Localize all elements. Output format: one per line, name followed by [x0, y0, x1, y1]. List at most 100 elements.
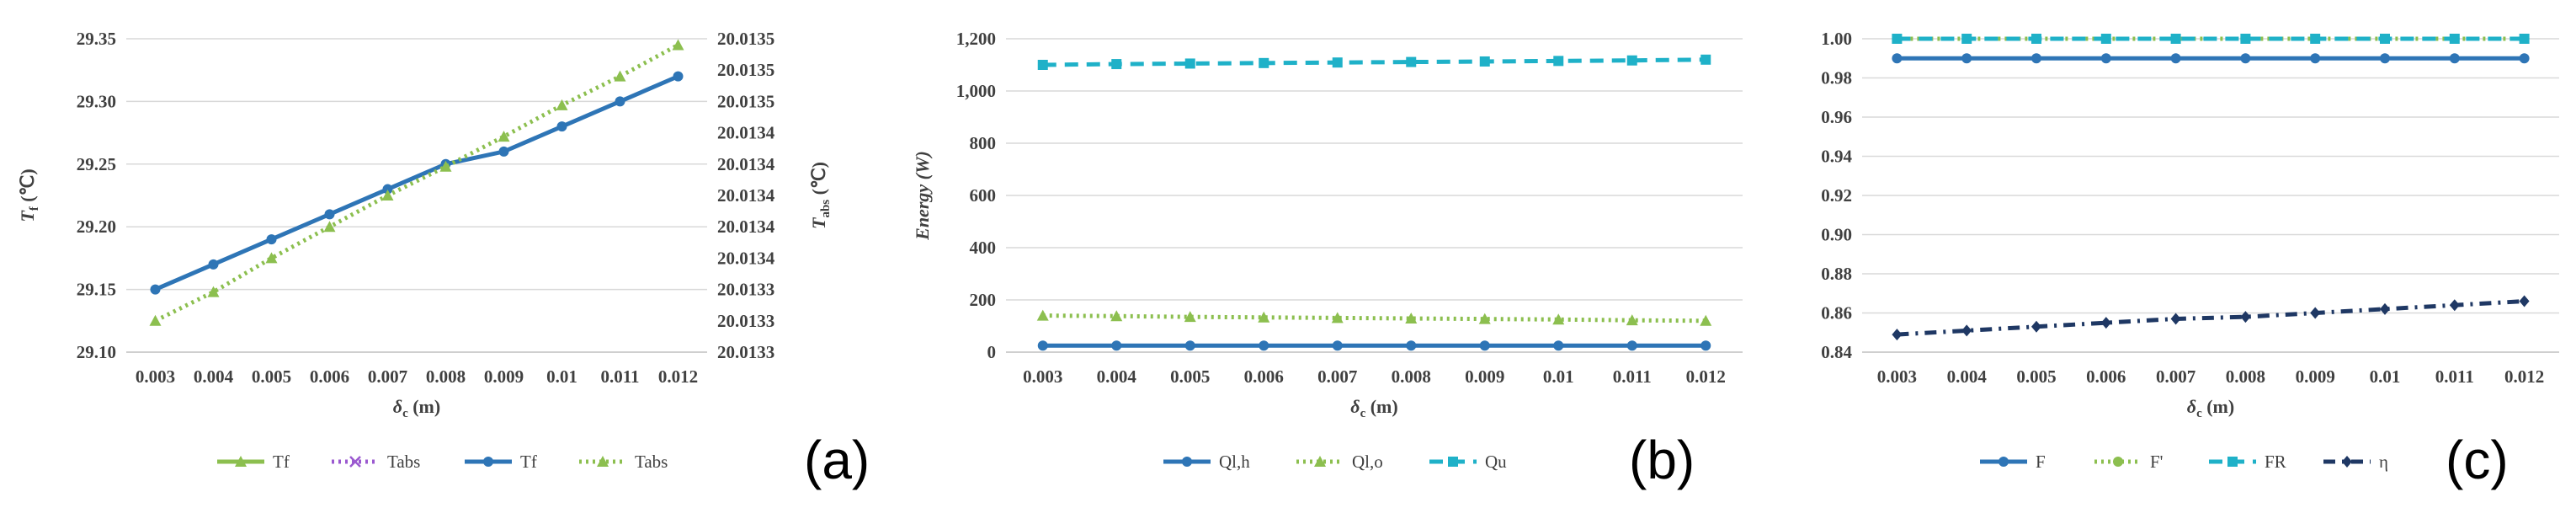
x-tick-label: 0.007	[1317, 366, 1357, 387]
legend-entry: Tabs	[332, 452, 420, 472]
y2-tick-label: 20.0135	[717, 29, 774, 49]
x-tick-label: 0.009	[1465, 366, 1504, 387]
data-point	[1184, 58, 1195, 69]
y-tick-label: 29.15	[77, 280, 116, 300]
panel-label-b: (b)	[1629, 430, 1695, 490]
legend-label: F	[2036, 452, 2046, 472]
legend-entry: FR	[2209, 452, 2286, 472]
data-point	[2170, 34, 2181, 44]
y-axis-title: Tf (℃)	[17, 168, 41, 222]
data-point	[2031, 34, 2041, 44]
data-point	[1036, 309, 1049, 321]
x-tick-label: 0.012	[1686, 366, 1726, 387]
data-point	[2170, 53, 2181, 64]
data-point	[498, 131, 510, 142]
data-point	[1110, 310, 1123, 322]
data-point	[208, 259, 219, 270]
legend-marker	[1448, 457, 1458, 467]
y-tick-label: 400	[970, 238, 997, 258]
legend-label: Tabs	[635, 452, 668, 472]
data-point	[556, 121, 567, 132]
x-tick-label: 0.011	[2435, 366, 2474, 387]
data-point	[265, 252, 278, 264]
x-tick-label: 0.005	[252, 366, 291, 387]
panel-label-a: (a)	[804, 430, 870, 490]
data-point	[2310, 34, 2321, 44]
data-point	[1037, 340, 1048, 351]
chart-panel-b: 0 200 400 600 800 1,000 1,200 0.003 0.004 0.005 0.…	[912, 29, 1743, 472]
legend-label: Ql,h	[1219, 452, 1250, 472]
data-point	[1626, 55, 1637, 66]
data-point	[2519, 53, 2530, 64]
data-point	[1405, 313, 1418, 324]
data-point	[2240, 53, 2251, 64]
series-η	[1892, 295, 2530, 341]
legend-marker	[1999, 457, 2009, 467]
data-point	[556, 99, 568, 110]
legend-entry: Ql,h	[1163, 452, 1250, 472]
data-point	[614, 70, 626, 82]
chart-panel-a: 29.10 29.15 29.20 29.25 29.30 29.35 20.0133 20.…	[17, 29, 833, 472]
y2-tick-label: 20.0133	[717, 280, 774, 300]
series-line	[1042, 313, 1706, 323]
data-point	[1331, 312, 1344, 323]
data-point	[1184, 340, 1195, 351]
data-point	[2100, 317, 2111, 329]
data-point	[2170, 313, 2181, 325]
x-tick-label: 0.009	[484, 366, 524, 387]
data-point	[1111, 59, 1122, 70]
y-tick-label: 29.35	[77, 29, 116, 49]
data-point	[382, 184, 393, 195]
x-tick-label: 0.012	[2504, 366, 2544, 387]
y-tick-label: 200	[970, 290, 997, 310]
legend-label: Ql,o	[1352, 452, 1383, 472]
x-tick-label: 0.008	[426, 366, 466, 387]
legend-marker	[2342, 456, 2352, 468]
y-tick-label: 0.86	[1821, 303, 1852, 323]
legend-entry: Qu	[1429, 452, 1507, 472]
data-point	[1332, 340, 1343, 351]
data-point	[2031, 53, 2041, 64]
series-F	[1892, 53, 2530, 64]
legend-marker	[349, 456, 361, 468]
legend-entry: Tabs	[579, 452, 668, 472]
data-point	[1700, 314, 1712, 326]
x-axis-title: δc (m)	[1350, 396, 1397, 420]
data-point	[2449, 53, 2460, 64]
data-point	[2240, 34, 2251, 44]
data-point	[1553, 56, 1564, 67]
y-tick-label: 0.98	[1821, 68, 1852, 88]
legend-entry: η	[2323, 452, 2388, 472]
data-point	[1258, 311, 1270, 323]
x-tick-label: 0.003	[1023, 366, 1062, 387]
data-point	[2310, 53, 2321, 64]
chart-panel-c: 0.84 0.86 0.88 0.90 0.92 0.94 0.96 0.98 1.00 0.00…	[1821, 29, 2559, 472]
legend-marker	[2227, 457, 2238, 467]
series-line	[1897, 299, 2525, 337]
series-line	[154, 74, 679, 291]
series-FR	[1892, 34, 2530, 44]
data-point	[2310, 307, 2321, 319]
data-point	[1406, 340, 1417, 351]
x-tick-label: 0.012	[658, 366, 698, 387]
data-point	[498, 146, 509, 157]
x-tick-label: 0.009	[2296, 366, 2335, 387]
y-tick-label: 1,000	[956, 81, 996, 101]
data-point	[1961, 324, 1972, 337]
data-point	[1479, 56, 1490, 67]
legend-label: F'	[2150, 452, 2163, 472]
legend-marker	[1182, 457, 1192, 467]
x-tick-label: 0.01	[2370, 366, 2401, 387]
data-point	[150, 284, 161, 295]
data-point	[1479, 340, 1490, 351]
x-tick-label: 0.006	[2086, 366, 2126, 387]
legend-entry: Ql,o	[1296, 452, 1383, 472]
y-tick-label: 0.90	[1821, 225, 1852, 245]
data-point	[1406, 56, 1417, 67]
x-tick-label: 0.008	[2226, 366, 2265, 387]
x-tick-label: 0.011	[1613, 366, 1652, 387]
legend-label: η	[2379, 452, 2388, 472]
y-tick-label: 0	[987, 342, 997, 362]
x-tick-label: 0.006	[310, 366, 349, 387]
